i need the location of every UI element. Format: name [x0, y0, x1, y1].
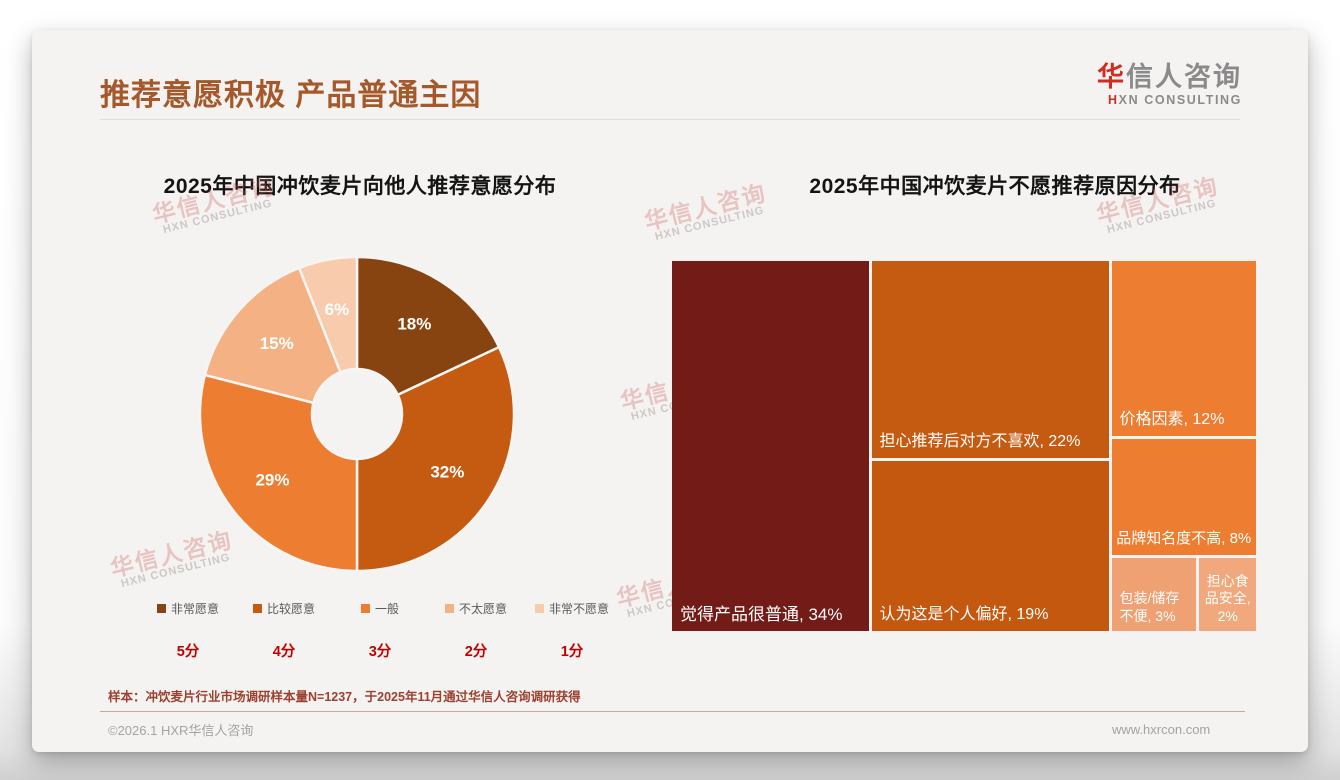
legend-item-一般: 一般: [332, 600, 428, 617]
donut-slice-非常不愿意: [297, 255, 359, 374]
company-logo: 华信人咨询 HXN CONSULTING: [1097, 62, 1242, 107]
treemap-group: 担心推荐后对方不喜欢, 22% 认为这是个人偏好, 19%: [871, 261, 1109, 631]
donut-data-label: 15%: [260, 334, 294, 353]
legend-label: 非常不愿意: [548, 602, 609, 616]
treemap-cell-包装/储存不便: 包装/储存不便, 3%: [1111, 558, 1197, 631]
legend-swatch: [360, 604, 370, 613]
treemap-cell-label: 担心推荐后对方不喜欢, 22%: [879, 432, 1081, 450]
logo-en: HXN CONSULTING: [1097, 93, 1242, 107]
logo-cn: 华信人咨询: [1097, 62, 1242, 93]
donut-score-row: 5分 4分 3分 2分 1分: [140, 640, 620, 661]
treemap-group: 包装/储存不便, 3% 担心食品安全, 2%: [1111, 558, 1256, 631]
slide-card: 华信人咨询 HXN CONSULTING 华信人咨询 HXN CONSULTIN…: [32, 30, 1308, 752]
donut-legend: 非常愿意 比较愿意 一般 不太愿意 非常不愿意: [140, 600, 620, 617]
treemap-cell-label: 认为这是个人偏好, 19%: [879, 606, 1049, 623]
treemap-cell-担心食品安全: 担心食品安全, 2%: [1199, 558, 1256, 631]
treemap-cell-label: 价格因素, 12%: [1119, 410, 1225, 428]
legend-label: 不太愿意: [458, 602, 507, 616]
legend-item-非常愿意: 非常愿意: [140, 600, 236, 617]
watermark-en: HXN CONSULTING: [1105, 197, 1218, 237]
legend-label: 非常愿意: [170, 602, 219, 616]
donut-data-label: 18%: [397, 315, 431, 334]
treemap-cell-担心推荐后对方不喜欢: 担心推荐后对方不喜欢, 22%: [871, 261, 1109, 458]
logo-cn-rest: 信人咨询: [1126, 62, 1242, 92]
legend-item-非常不愿意: 非常不愿意: [524, 600, 620, 617]
treemap-group: 价格因素, 12% 品牌知名度不高, 8% 包装/储存不便, 3% 担心食品安全, 2…: [1111, 261, 1256, 631]
legend-label: 一般: [374, 602, 399, 616]
logo-en-rest: XN CONSULTING: [1118, 93, 1242, 108]
title-underline: [100, 119, 1240, 120]
donut-data-label: 32%: [430, 462, 464, 481]
score-label: 4分: [272, 644, 296, 660]
score-label: 2分: [464, 644, 488, 660]
donut-slice-不太愿意: [203, 266, 343, 405]
treemap-cell-label: 担心食品安全, 2%: [1204, 572, 1251, 624]
legend-swatch: [444, 604, 454, 613]
treemap-chart: 觉得产品很普通, 34% 担心推荐后对方不喜欢, 22% 认为这是个人偏好, 19%…: [672, 261, 1256, 631]
treemap-cell-价格因素: 价格因素, 12%: [1111, 261, 1256, 436]
donut-slice-一般: [198, 373, 359, 573]
watermark-en: HXN CONSULTING: [653, 204, 766, 244]
treemap-cell-label: 品牌知名度不高, 8%: [1116, 530, 1252, 548]
legend-item-不太愿意: 不太愿意: [428, 600, 524, 617]
legend-swatch: [156, 604, 166, 613]
donut-data-label: 6%: [325, 300, 350, 319]
page-title: 推荐意愿积极 产品普通主因: [100, 79, 482, 112]
donut-slice-非常愿意: [355, 255, 501, 397]
treemap-chart-title: 2025年中国冲饮麦片不愿推荐原因分布: [809, 175, 1181, 198]
donut-data-label: 29%: [255, 471, 289, 490]
logo-en-accent: H: [1108, 93, 1119, 108]
treemap-cell-认为这是个人偏好: 认为这是个人偏好, 19%: [871, 460, 1109, 631]
treemap-cell-label: 觉得产品很普通, 34%: [680, 604, 843, 624]
sample-footnote: 样本：冲饮麦片行业市场调研样本量N=1237，于2025年11月通过华信人咨询调…: [108, 690, 581, 704]
legend-label: 比较愿意: [266, 602, 315, 616]
watermark-en: HXN CONSULTING: [161, 197, 274, 237]
score-label: 5分: [176, 644, 200, 660]
logo-cn-accent: 华: [1097, 62, 1126, 92]
score-label: 1分: [560, 644, 584, 660]
legend-swatch: [534, 604, 544, 613]
treemap-cell-品牌知名度不高: 品牌知名度不高, 8%: [1111, 438, 1256, 556]
treemap-cell-觉得产品很普通: 觉得产品很普通, 34%: [672, 261, 869, 631]
score-label: 3分: [368, 644, 392, 660]
legend-item-比较愿意: 比较愿意: [236, 600, 332, 617]
donut-slice-比较愿意: [355, 345, 516, 573]
donut-chart: 18% 32% 29% 15% 6%: [198, 255, 516, 573]
legend-swatch: [252, 604, 262, 613]
copyright-text: ©2026.1 HXR华信人咨询: [108, 723, 254, 738]
footer-divider: [100, 711, 1245, 712]
treemap-cell-label: 包装/储存不便, 3%: [1119, 590, 1180, 624]
website-text: www.hxrcon.com: [1112, 722, 1211, 737]
donut-chart-title: 2025年中国冲饮麦片向他人推荐意愿分布: [163, 175, 557, 198]
